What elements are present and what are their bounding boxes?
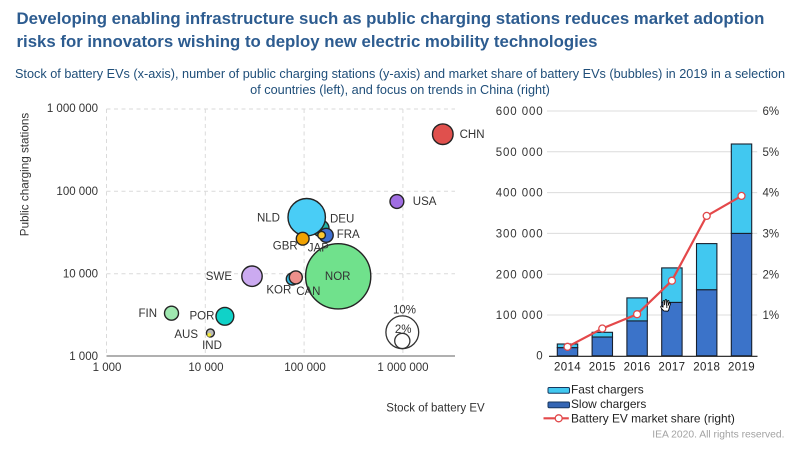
svg-text:Stock of battery EV: Stock of battery EV [386,403,485,415]
svg-text:POR: POR [189,311,214,323]
svg-text:2016: 2016 [624,362,651,374]
svg-text:1 000 000: 1 000 000 [377,362,428,374]
svg-text:NLD: NLD [257,213,280,225]
svg-text:2018: 2018 [693,362,720,374]
svg-text:Battery EV market share (right: Battery EV market share (right) [571,411,735,425]
svg-text:200 000: 200 000 [496,269,544,281]
svg-text:GBR: GBR [273,241,298,253]
svg-text:10 000: 10 000 [63,269,98,281]
svg-text:CAN: CAN [296,286,320,298]
svg-text:KOR: KOR [266,285,291,297]
svg-text:CHN: CHN [460,129,485,141]
svg-text:3%: 3% [763,229,780,241]
svg-text:1%: 1% [763,310,780,322]
svg-text:FRA: FRA [337,229,360,241]
svg-text:NOR: NOR [325,271,351,283]
svg-text:600 000: 600 000 [496,106,544,118]
svg-text:500 000: 500 000 [496,147,544,159]
svg-text:10 000: 10 000 [188,362,223,374]
svg-text:100 000: 100 000 [56,186,98,198]
svg-text:2017: 2017 [658,362,685,374]
svg-text:0: 0 [536,350,543,362]
svg-text:2%: 2% [763,269,780,281]
svg-text:FIN: FIN [138,308,157,320]
svg-text:100 000: 100 000 [284,362,326,374]
svg-text:1 000: 1 000 [93,362,122,374]
svg-text:100 000: 100 000 [496,310,544,322]
svg-text:6%: 6% [763,106,780,118]
svg-text:AUS: AUS [174,329,198,341]
svg-text:2019: 2019 [728,362,755,374]
svg-text:DEU: DEU [330,213,354,225]
svg-text:USA: USA [413,196,437,208]
svg-text:SWE: SWE [206,271,233,283]
svg-text:2%: 2% [395,324,412,336]
svg-text:300 000: 300 000 [496,229,544,241]
svg-text:1 000: 1 000 [69,351,98,363]
svg-text:Slow chargers: Slow chargers [571,397,646,411]
svg-text:2014: 2014 [554,362,581,374]
svg-text:JAP: JAP [308,243,329,255]
svg-text:Public charging stations: Public charging stations [18,113,31,237]
svg-text:IEA 2020. All rights reserved.: IEA 2020. All rights reserved. [652,429,784,440]
svg-text:10%: 10% [393,305,416,317]
svg-text:IND: IND [202,340,222,352]
svg-text:2015: 2015 [589,362,616,374]
svg-text:5%: 5% [763,147,780,159]
svg-text:4%: 4% [763,188,780,200]
svg-text:Fast chargers: Fast chargers [571,383,644,397]
svg-text:400 000: 400 000 [496,188,544,200]
svg-text:1 000 000: 1 000 000 [47,103,98,115]
